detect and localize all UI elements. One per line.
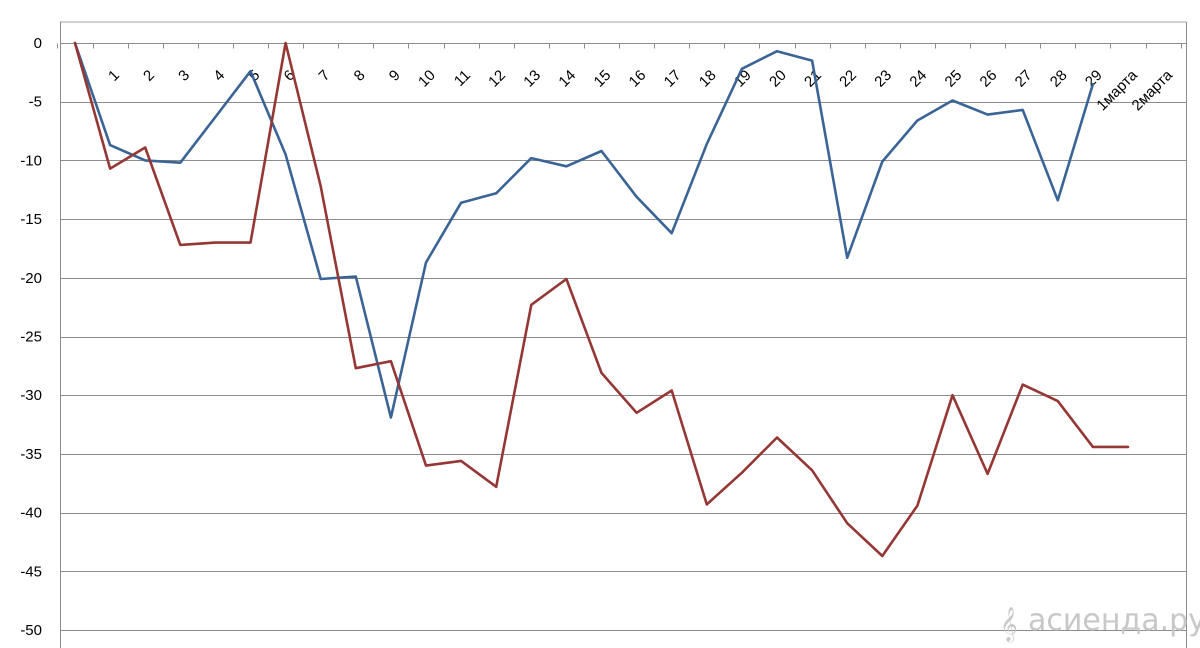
y-tick-label: -50 [20,622,42,639]
series-line-1 [73,41,1095,419]
x-tick-label: 29 [1082,67,1106,91]
x-axis [57,43,1186,49]
y-tick-label: -30 [20,387,42,404]
treble-clef-icon: 𝄞 [1000,607,1018,643]
x-tick-label: 16 [626,67,650,91]
x-tick-label: 9 [386,67,404,85]
x-tick-label: 22 [836,67,860,91]
x-tick-label: 12 [485,67,509,91]
x-tick-label: 2 [140,67,158,85]
x-tick-label: 17 [661,67,685,91]
x-tick-label: 10 [415,67,439,91]
x-tick-label: 18 [696,67,720,91]
x-tick-label: 26 [977,67,1001,91]
series-lines [73,41,1130,558]
y-axis-ticks: 0 -5 -10 -15 -20 -25 -30 -35 -40 -45 -50 [20,35,42,639]
x-tick-label: 4 [210,67,228,85]
y-tick-label: -40 [20,505,42,522]
watermark-text: асиенда.ру [1028,603,1200,638]
x-tick-label: 13 [520,67,544,91]
y-tick-label: -15 [20,211,42,228]
x-tick-label: 8 [351,67,369,85]
y-tick-label: -5 [29,94,42,111]
series-line-2 [73,41,1130,558]
x-tick-label: 3 [175,67,193,85]
x-tick-label: 11 [451,67,474,90]
x-tick-label: 28 [1047,67,1071,91]
x-tick-label: 25 [942,67,966,91]
gridlines [60,21,1187,648]
x-tick-label: 15 [591,67,615,91]
y-tick-label: -10 [20,152,42,169]
y-tick-label: -45 [20,563,42,580]
y-tick-label: -35 [20,446,42,463]
x-tick-label: 27 [1012,67,1036,91]
y-tick-label: -25 [20,329,42,346]
y-tick-label: 0 [34,35,42,52]
x-tick-label: 2марта [1129,66,1177,114]
x-tick-label: 1 [105,67,123,85]
x-tick-label: 14 [555,67,579,91]
x-tick-label: 20 [766,67,790,91]
x-tick-label: 23 [871,67,895,91]
x-tick-label: 24 [906,67,930,91]
y-tick-label: -20 [20,270,42,287]
watermark: 𝄞 асиенда.ру [1000,603,1200,643]
x-tick-label: 7 [316,67,334,85]
